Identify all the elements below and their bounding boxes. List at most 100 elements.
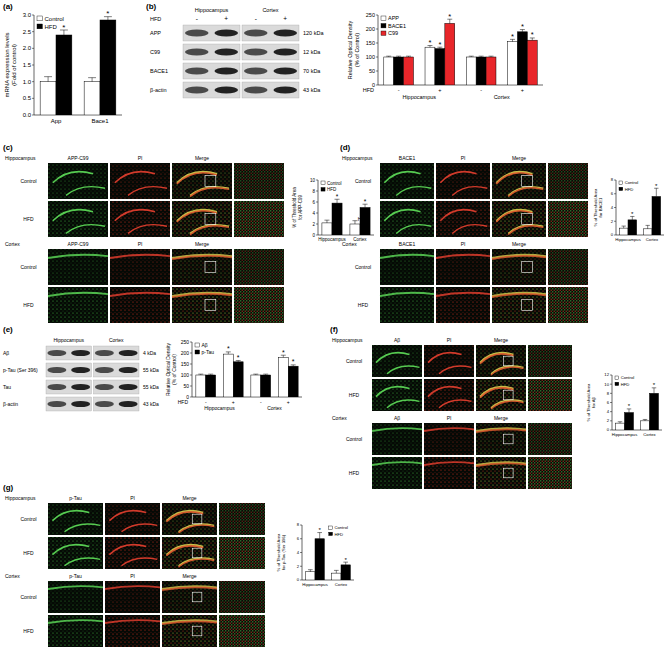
micrograph-texture (234, 201, 284, 237)
column-label: PI (130, 495, 135, 501)
legend-label: Aβ (202, 342, 208, 348)
significance: * (62, 23, 65, 32)
tissue-layer (109, 545, 146, 555)
tissue-layer (436, 255, 490, 258)
tissue-layer (52, 545, 89, 555)
legend-swatch (37, 24, 42, 29)
panel-letter: (a) (3, 2, 13, 11)
micrograph-texture (548, 201, 588, 237)
micrograph (48, 287, 108, 323)
legend-swatch (195, 343, 200, 347)
legend-label: APP (388, 15, 399, 21)
legend-swatch (381, 24, 386, 28)
row-label: Control (20, 264, 36, 270)
row-label: HFD (23, 302, 34, 308)
x-tick-label: Cortex (335, 582, 348, 587)
band-size: 12 kDa (303, 49, 321, 55)
micrograph (372, 457, 422, 489)
micrograph-texture (380, 163, 434, 199)
x-tick-label: + (521, 87, 524, 93)
bar (196, 375, 206, 397)
legend-swatch (195, 350, 200, 354)
bar (84, 82, 100, 115)
blot-band (214, 48, 238, 55)
y-tick-label: 150 (181, 361, 190, 367)
error-cap (646, 225, 650, 226)
bar (652, 197, 661, 236)
tissue-layer (476, 429, 526, 432)
significance: * (429, 38, 432, 47)
tissue-layer (428, 387, 462, 397)
micrograph-texture (436, 201, 490, 237)
bar (206, 375, 216, 397)
zoom-box (192, 548, 202, 558)
micrograph (492, 287, 546, 323)
micrograph (48, 537, 103, 569)
y-axis-title: for Aβ (591, 396, 596, 408)
tissue-layer (48, 255, 108, 258)
bars (384, 19, 537, 85)
micrograph-texture (48, 615, 103, 647)
micrograph-texture (110, 249, 170, 285)
error-cap (469, 56, 474, 57)
y-tick-label: 200 (366, 26, 375, 32)
micrograph (162, 537, 217, 569)
y-tick-label: 2.5 (23, 29, 32, 35)
zoom-box (192, 514, 202, 524)
micrograph (492, 163, 546, 199)
blot-band (244, 48, 268, 55)
tissue-layer (492, 294, 546, 297)
legend-swatch (381, 16, 386, 20)
legend-swatch (615, 382, 619, 385)
significance: * (631, 210, 634, 217)
bar (223, 354, 233, 397)
tissue-layer (376, 353, 410, 363)
error-bar (354, 221, 355, 224)
y-tick-label: 8 (312, 189, 315, 194)
tissue-layer (122, 558, 158, 566)
significance: * (282, 349, 285, 356)
tissue-layer (380, 255, 434, 258)
significance: * (336, 193, 339, 200)
tissue-layer (65, 558, 101, 566)
micrograph-texture (492, 201, 546, 237)
micrograph-texture (548, 287, 588, 323)
y-tick-label: 10 (604, 382, 609, 387)
blot: HippocampusCortexHFD-+-+APP120 kDaC9912 … (150, 7, 324, 98)
column-label: Merge (512, 155, 526, 161)
error-bar (337, 199, 338, 203)
bar (650, 393, 659, 430)
x-tick-label: Bace1 (91, 118, 109, 124)
bar (278, 357, 288, 397)
chart: 02468% of Threshold Areafor p-Tau (Ser 3… (276, 522, 354, 586)
band-size: 55 kDa (143, 367, 159, 373)
y-tick-label: 100 (366, 54, 375, 60)
bar (350, 224, 360, 235)
micrograph-texture (492, 287, 546, 323)
chart: 050100150200250Relative Optical Density(… (165, 339, 302, 411)
micrograph (162, 503, 217, 535)
y-tick-label: 250 (366, 12, 375, 18)
annotations: ** (336, 193, 367, 205)
error-cap (88, 77, 96, 78)
tissue-layer (492, 256, 546, 259)
legend: ControlHFD (615, 375, 634, 386)
y-axis (302, 525, 303, 580)
bar (315, 539, 324, 580)
blot-strip (46, 397, 92, 411)
significance: * (511, 32, 514, 41)
significance: * (531, 30, 534, 39)
micrograph (424, 457, 474, 489)
x-tick-label: Hippocampus (302, 582, 328, 587)
micrograph (234, 201, 284, 237)
legend-label: HFD (334, 532, 343, 537)
column-label: PI (138, 155, 143, 161)
bar (616, 423, 625, 430)
group-label: Cortex (267, 405, 282, 411)
blot-strip (242, 44, 299, 60)
blot-band (185, 48, 209, 55)
micrograph (528, 345, 572, 377)
y-tick-label: 8 (607, 391, 610, 396)
micrograph (172, 287, 232, 323)
legend-swatch (37, 16, 42, 21)
